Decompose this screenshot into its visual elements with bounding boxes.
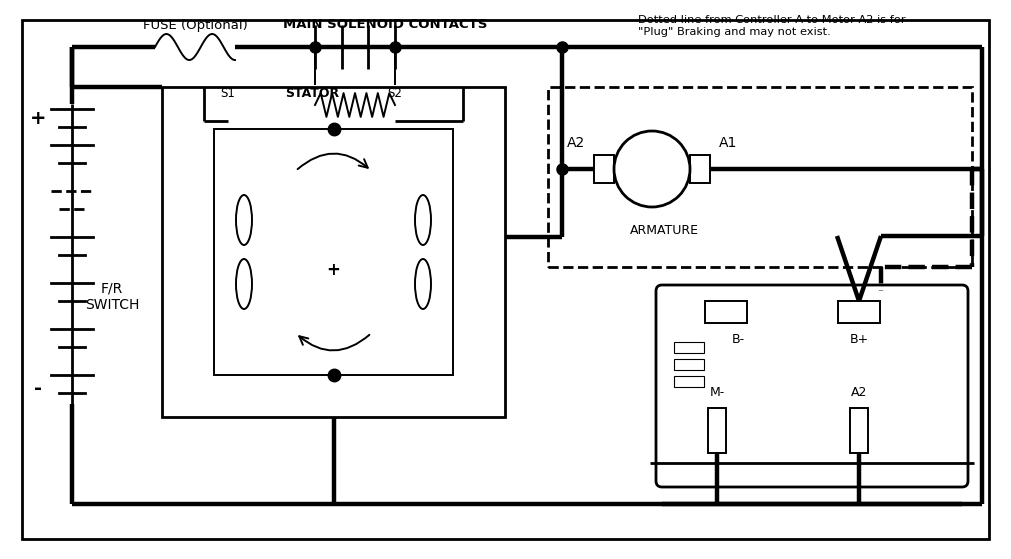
FancyArrowPatch shape: [297, 154, 368, 169]
Text: FUSE (Optional): FUSE (Optional): [143, 20, 248, 32]
Text: A1: A1: [719, 136, 737, 150]
Text: MAIN SOLENOID CONTACTS: MAIN SOLENOID CONTACTS: [283, 17, 487, 31]
Text: M-: M-: [710, 386, 725, 399]
Text: B-: B-: [731, 333, 744, 346]
Bar: [708, 408, 726, 453]
Bar: [838, 301, 880, 323]
Bar: [162, 87, 505, 417]
Bar: [214, 129, 453, 375]
Text: B+: B+: [849, 333, 868, 346]
Text: PRECHARGE RESISTOR
(250 Ω, 5 W): PRECHARGE RESISTOR (250 Ω, 5 W): [288, 136, 422, 164]
Ellipse shape: [236, 259, 252, 309]
Text: A2: A2: [567, 136, 585, 150]
Text: STATOR: STATOR: [285, 87, 339, 100]
Ellipse shape: [236, 195, 252, 245]
Bar: [850, 408, 868, 453]
Text: +: +: [29, 110, 47, 129]
Text: F/R
SWITCH: F/R SWITCH: [85, 282, 140, 312]
Bar: [674, 376, 704, 387]
Text: A2: A2: [851, 386, 867, 399]
Text: S2: S2: [387, 87, 402, 100]
Bar: [674, 359, 704, 370]
Bar: [705, 301, 747, 323]
Text: +: +: [327, 261, 341, 279]
Text: Dotted line from Controller A to Motor A2 is for
"Plug" Braking and may not exis: Dotted line from Controller A to Motor A…: [638, 15, 906, 37]
Bar: [548, 87, 972, 267]
FancyBboxPatch shape: [656, 285, 968, 487]
Text: S1: S1: [220, 87, 236, 100]
Circle shape: [614, 131, 690, 207]
Bar: [594, 155, 614, 183]
Ellipse shape: [415, 195, 431, 245]
FancyArrowPatch shape: [299, 335, 369, 350]
Text: -: -: [34, 380, 42, 399]
Text: ARMATURE: ARMATURE: [630, 224, 699, 237]
Bar: [690, 155, 710, 183]
Ellipse shape: [415, 259, 431, 309]
Bar: [674, 342, 704, 353]
